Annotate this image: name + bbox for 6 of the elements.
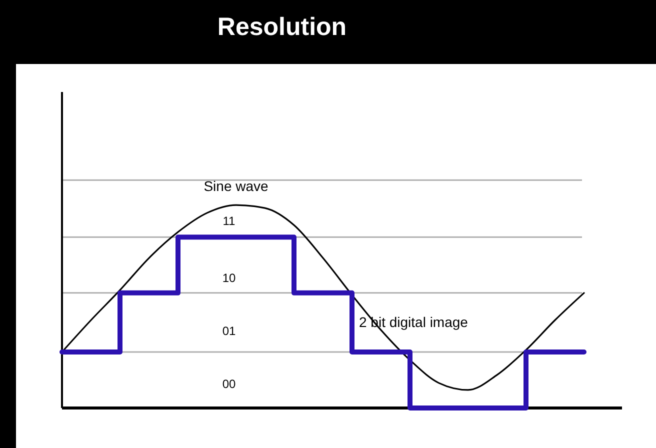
series-label: Sine wave bbox=[204, 178, 269, 194]
annotation: 00 bbox=[222, 377, 236, 392]
chart-title: Resolution bbox=[217, 13, 347, 41]
annotation: 11 bbox=[222, 214, 236, 228]
annotation: 01 bbox=[222, 324, 236, 338]
annotation: 10 bbox=[222, 271, 236, 286]
